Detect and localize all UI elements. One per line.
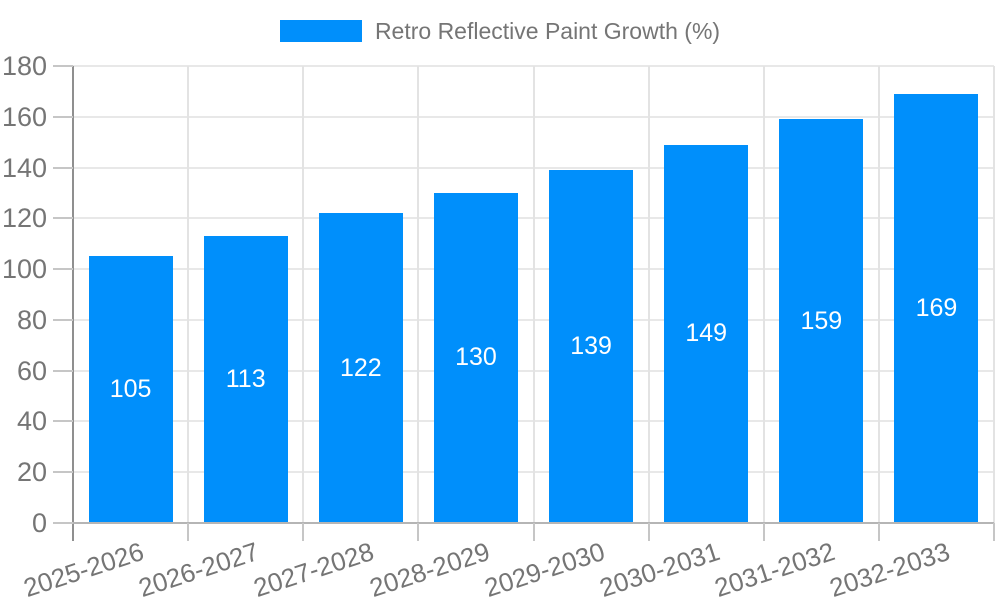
v-gridline	[647, 66, 650, 523]
bar-value-label: 122	[339, 353, 382, 382]
bar-value-label: 159	[800, 306, 843, 335]
v-gridline	[187, 66, 190, 523]
bar: 113	[203, 236, 288, 523]
bar-value-label: 149	[685, 319, 728, 348]
x-tick	[417, 523, 420, 541]
bar-value-label: 113	[225, 365, 266, 394]
x-tick	[762, 523, 765, 541]
x-axis-label: 2029-2030	[480, 536, 609, 600]
y-tick	[53, 522, 73, 524]
bar-value-label: 105	[109, 375, 152, 404]
legend-label: Retro Reflective Paint Growth (%)	[374, 18, 721, 44]
y-axis-line	[72, 66, 74, 541]
x-axis-label: 2032-2033	[825, 536, 954, 600]
v-gridline	[417, 66, 420, 523]
x-tick	[187, 523, 190, 541]
y-axis-label: 120	[1, 203, 47, 234]
bar-value-label: 139	[570, 332, 612, 361]
legend[interactable]: Retro Reflective Paint Growth (%)	[0, 18, 1000, 44]
x-tick	[532, 523, 535, 541]
x-tick	[302, 523, 305, 541]
y-axis-label: 100	[1, 254, 47, 285]
x-axis-label: 2030-2031	[595, 536, 724, 600]
bar-value-label: 130	[455, 343, 497, 372]
x-tick	[993, 523, 995, 541]
y-axis-label: 40	[16, 406, 47, 437]
x-axis-label: 2025-2026	[19, 536, 148, 600]
x-tick	[877, 523, 880, 541]
bar: 169	[894, 93, 979, 523]
v-gridline	[993, 66, 995, 523]
bar: 105	[88, 256, 173, 523]
bar: 159	[779, 119, 864, 523]
y-tick	[53, 471, 73, 474]
y-axis-label: 180	[1, 51, 47, 81]
y-tick	[53, 369, 73, 372]
v-gridline	[302, 66, 305, 523]
y-tick	[53, 420, 73, 423]
bar: 149	[664, 144, 749, 523]
y-tick	[53, 217, 73, 220]
bar-value-label: 169	[915, 293, 958, 322]
v-gridline	[762, 66, 765, 523]
y-tick	[53, 115, 73, 118]
y-axis-label: 0	[31, 508, 47, 538]
x-axis-label: 2031-2032	[710, 536, 839, 600]
y-axis-label: 160	[1, 101, 47, 132]
x-tick	[647, 523, 650, 541]
y-tick	[53, 65, 73, 67]
y-tick	[53, 166, 73, 169]
v-gridline	[877, 66, 880, 523]
y-axis-label: 80	[16, 304, 47, 335]
v-gridline	[532, 66, 535, 523]
bar: 130	[433, 192, 518, 523]
x-axis-label: 2027-2028	[250, 536, 378, 600]
y-tick	[53, 268, 73, 271]
y-tick	[53, 318, 73, 321]
y-axis-label: 60	[16, 355, 47, 386]
bar: 139	[549, 170, 634, 523]
y-axis-label: 140	[1, 152, 47, 183]
bar: 122	[318, 213, 403, 523]
y-axis-label: 20	[16, 457, 47, 488]
x-axis-line	[53, 522, 994, 524]
x-axis-label: 2026-2027	[135, 536, 263, 600]
legend-swatch	[279, 20, 362, 42]
x-axis-label: 2028-2029	[365, 536, 493, 600]
plot-area: 105 113 122 130 139 149 159 169	[73, 65, 995, 523]
